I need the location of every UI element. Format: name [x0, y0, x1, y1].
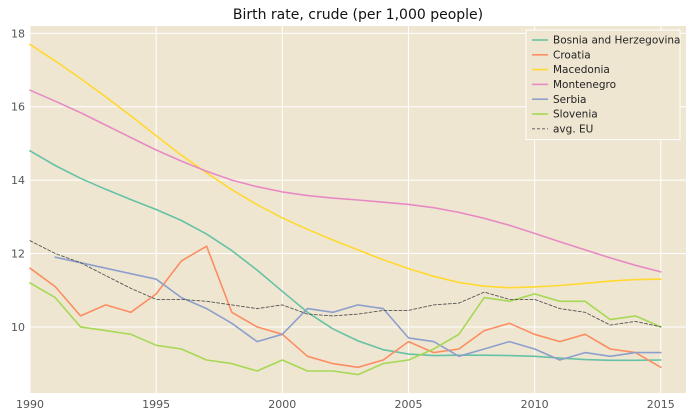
x-tick-label-2005: 2005 [394, 398, 422, 411]
x-tick-label-1990: 1990 [16, 398, 44, 411]
plot-area: 1990 1995 2000 2005 2010 2015 10 12 14 16 18 Bosnia… [11, 26, 686, 411]
y-tick-label-10: 10 [11, 321, 25, 334]
x-tick-label-2010: 2010 [521, 398, 549, 411]
y-tick-label-18: 18 [11, 27, 25, 40]
legend-label-2: Macedonia [553, 64, 610, 76]
chart-title: Birth rate, crude (per 1,000 people) [233, 7, 483, 23]
x-tick-label-1995: 1995 [142, 398, 170, 411]
legend-label-6: avg. EU [553, 123, 593, 135]
legend-label-1: Croatia [553, 49, 591, 61]
series-line-6 [29, 240, 662, 328]
legend-label-5: Slovenia [553, 109, 598, 121]
x-tick-label-2000: 2000 [268, 398, 296, 411]
legend-box [525, 29, 681, 141]
y-tick-label-16: 16 [11, 101, 25, 114]
legend-label-0: Bosnia and Herzegovina [553, 35, 681, 47]
series-line-4 [54, 256, 662, 361]
legend-label-3: Montenegro [553, 79, 616, 91]
x-tick-label-2015: 2015 [647, 398, 675, 411]
legend: Bosnia and Herzegovina Croatia Macedonia Mo… [525, 29, 681, 141]
series-line-1 [29, 245, 662, 369]
series-line-3 [29, 89, 662, 273]
series-line-5 [29, 282, 662, 376]
y-tick-label-14: 14 [11, 174, 25, 187]
series-line-2 [29, 43, 662, 289]
y-tick-label-12: 12 [11, 248, 25, 261]
legend-label-4: Serbia [553, 94, 586, 106]
